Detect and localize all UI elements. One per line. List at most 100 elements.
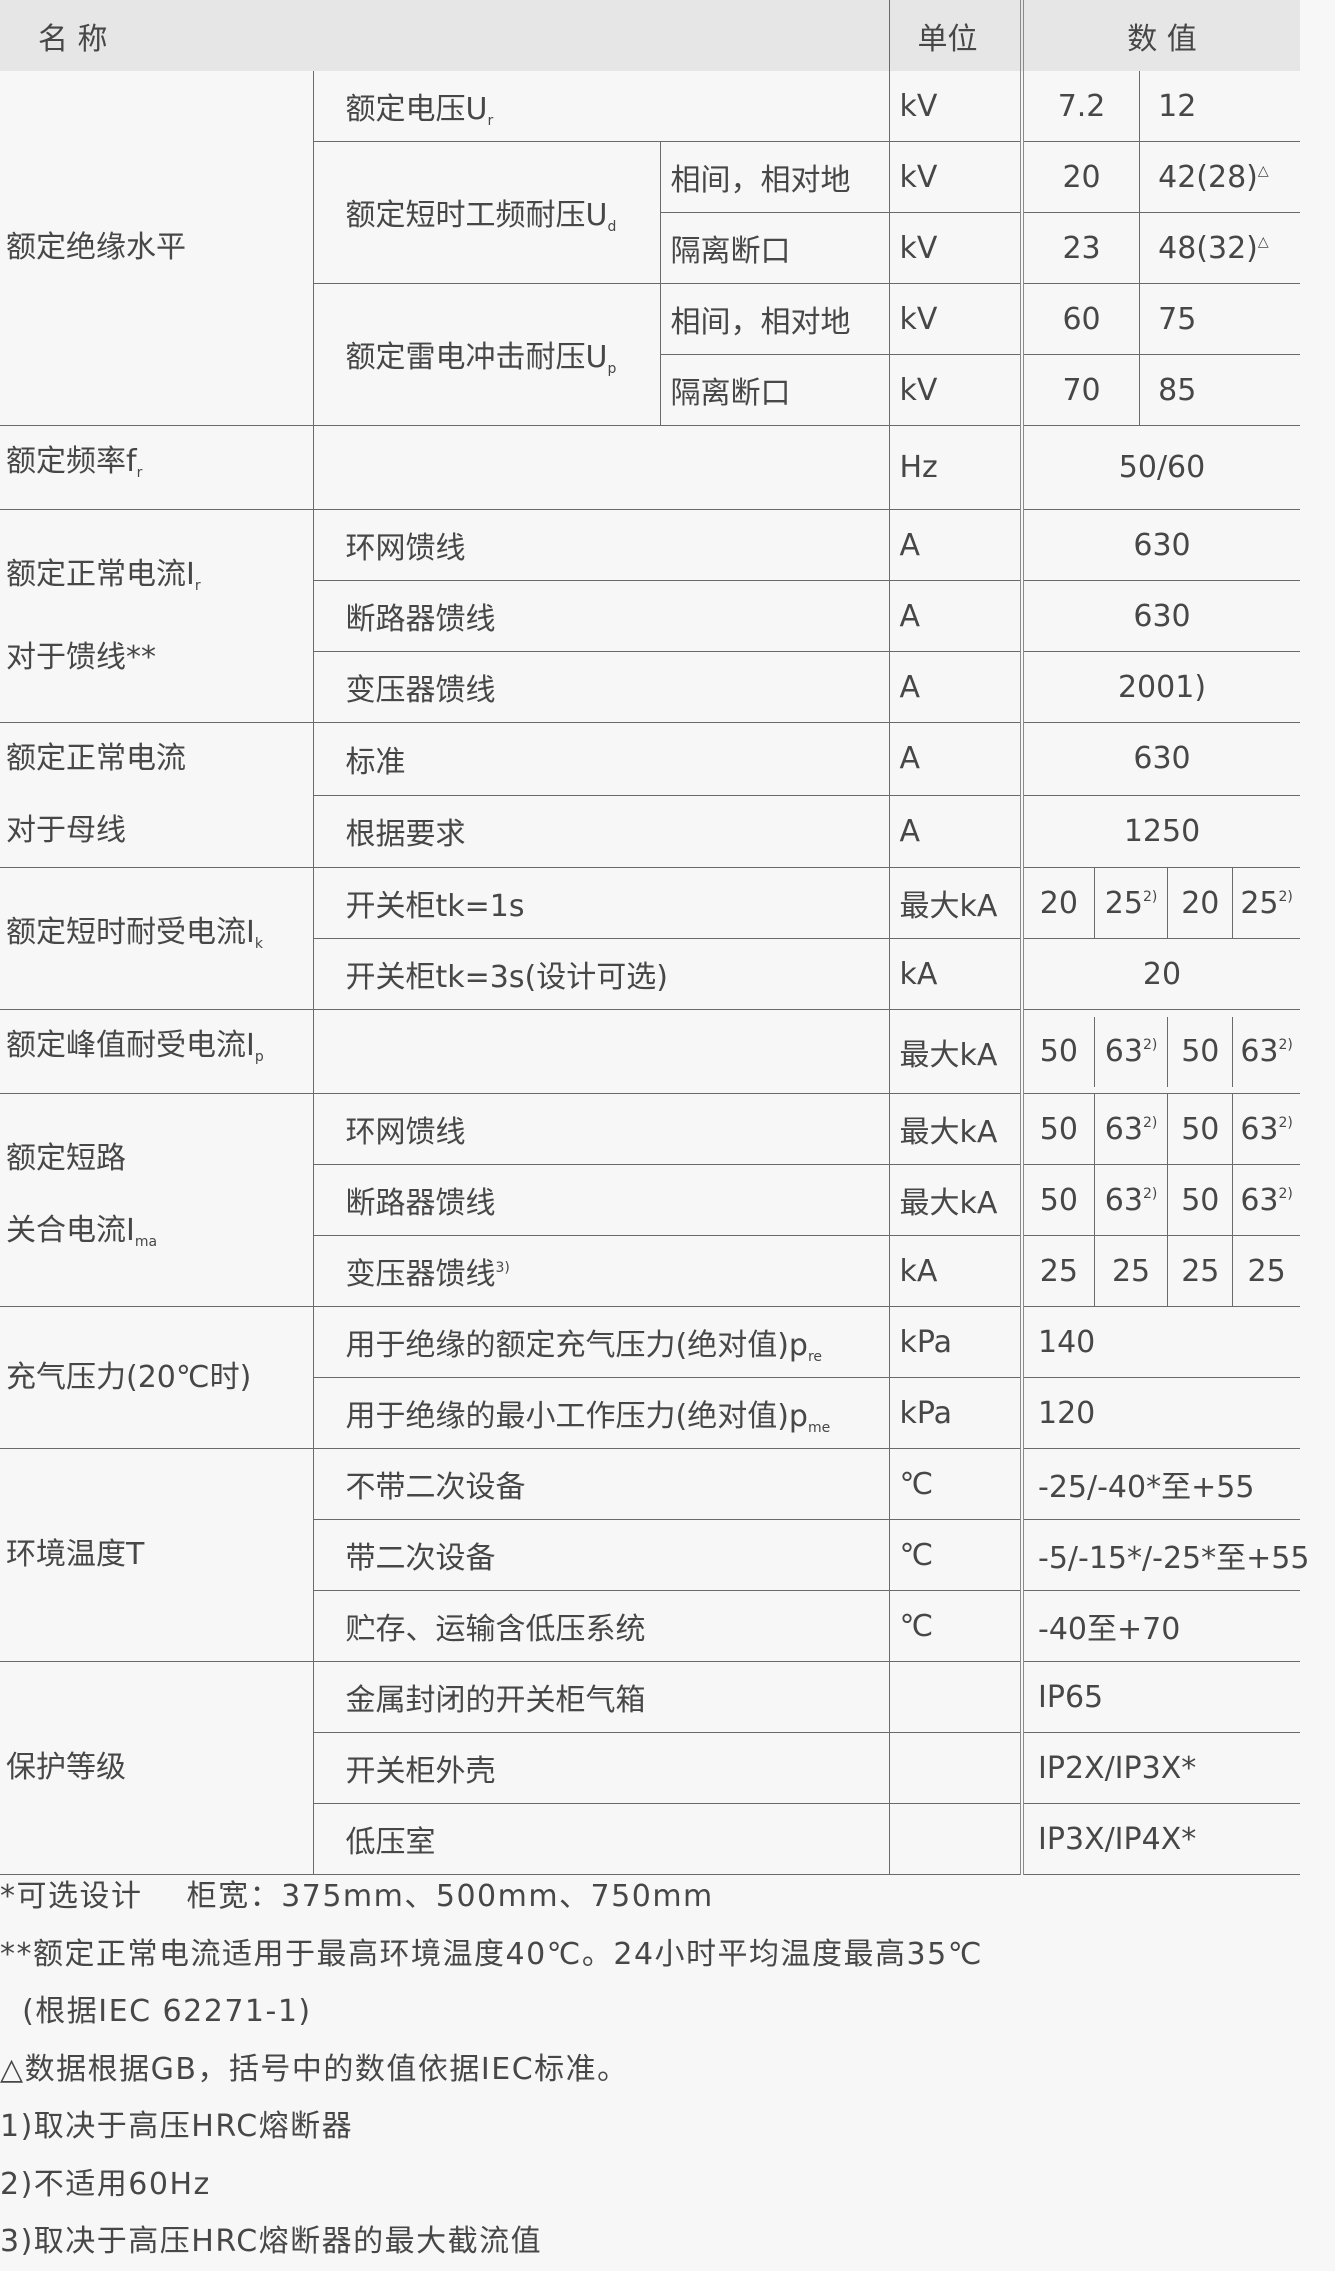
value-text: 25	[1104, 885, 1143, 921]
item-text: 金属封闭的开关柜气箱	[345, 1683, 646, 1718]
value-cell: IP65	[1024, 1662, 1300, 1732]
value-cell: 632)	[1232, 1016, 1300, 1087]
table-row: 断路器馈线 最大kA 50 632) 50 632)	[0, 1164, 1300, 1236]
group-line: 额定短时耐受电流Ik	[6, 897, 313, 980]
row-item: 低压室	[312, 1803, 889, 1875]
value-text: 60	[1062, 301, 1101, 337]
row-item: 开关柜外壳	[312, 1732, 889, 1804]
item-superscript: 3)	[495, 1260, 510, 1276]
row-unit: kV	[888, 283, 1022, 355]
row-group-label: 保护等级	[0, 1661, 313, 1875]
row-values: IP2X/IP3X*	[1020, 1732, 1300, 1804]
row-subitem: 相间，相对地	[659, 283, 889, 355]
row-unit: kPa	[888, 1377, 1022, 1449]
unit-text: kV	[899, 88, 938, 124]
value-superscript: 2)	[1278, 888, 1293, 905]
values-container: 50/60	[1024, 433, 1300, 503]
value-superscript: 2)	[1142, 888, 1158, 905]
row-values: 50/60	[1020, 425, 1300, 510]
value: 20	[1040, 886, 1078, 921]
unit-text: A	[899, 527, 921, 563]
row-unit: kV	[888, 212, 1022, 284]
value-text: 63	[1240, 1034, 1279, 1069]
value-cell: 42(28)△	[1139, 142, 1300, 212]
value-cell: 50	[1024, 1165, 1094, 1235]
group-line: 关合电流Ima	[6, 1195, 313, 1278]
row-values: -25/-40*至+55	[1020, 1448, 1300, 1520]
values-container: 2001)	[1024, 652, 1300, 722]
item-text: 开关柜外壳	[345, 1754, 496, 1789]
group-line: 对于馈线**	[6, 622, 313, 694]
table-row: 开关柜外壳 IP2X/IP3X*	[0, 1732, 1300, 1804]
value-text: 7.2	[1057, 88, 1106, 124]
value: 75	[1158, 302, 1196, 337]
value: 20	[1181, 886, 1219, 921]
value-text: 50	[1039, 1182, 1078, 1218]
row-group-label: 额定频率fr	[0, 425, 313, 510]
values-container: 630	[1024, 724, 1300, 794]
item-subscript: p	[607, 361, 617, 377]
value-cell: IP2X/IP3X*	[1024, 1733, 1300, 1803]
row-values: 140	[1020, 1306, 1300, 1378]
item-text: 用于绝缘的额定充气压力(绝对值)p	[345, 1327, 808, 1363]
table-row: 隔离断口 kV 23 48(32)△	[0, 212, 1300, 284]
value-cell: 50	[1024, 1017, 1094, 1087]
group-text-line2: 对于馈线**	[6, 639, 156, 675]
value: 50/60	[1119, 450, 1205, 485]
row-values: 60 75	[1020, 283, 1300, 355]
item-text: 断路器馈线	[345, 602, 496, 637]
value-cell: 70	[1024, 355, 1139, 425]
unit-text: ℃	[899, 1466, 934, 1502]
values-container: 20 42(28)△	[1024, 142, 1300, 212]
values-container: 140	[1024, 1307, 1300, 1377]
table-row: 额定频率fr Hz 50/60	[0, 425, 1300, 510]
group-subscript: ma	[134, 1233, 158, 1250]
group-text-line2: 对于母线	[6, 813, 126, 848]
value-cell: -40至+70	[1024, 1591, 1300, 1661]
value: 120	[1038, 1396, 1095, 1431]
row-group-label: 额定正常电流 对于母线	[0, 722, 313, 868]
values-container: IP65	[1024, 1662, 1300, 1732]
value-cell: 632)	[1232, 1165, 1300, 1235]
values-container: 1250	[1024, 796, 1300, 866]
value-cell: 75	[1139, 284, 1300, 354]
value-cell: -5/-15*/-25*至+55	[1024, 1520, 1309, 1590]
group-line: 充气压力(20℃时)	[6, 1342, 313, 1414]
value-cell: 25	[1024, 1236, 1094, 1306]
value-text: IP2X/IP3X*	[1038, 1750, 1197, 1786]
value-text: 63	[1240, 1111, 1279, 1147]
group-subscript: k	[254, 936, 263, 952]
table-row: 断路器馈线 A 630	[0, 580, 1300, 652]
row-values: 630	[1020, 509, 1300, 581]
value: 632)	[1240, 1183, 1293, 1218]
value: 632)	[1240, 1112, 1293, 1147]
value: 12	[1158, 89, 1196, 124]
item-text: 断路器馈线	[345, 1186, 496, 1221]
group-text: 额定短时耐受电流I	[6, 915, 255, 950]
row-values: IP65	[1020, 1661, 1300, 1733]
item-text: 开关柜tk=1s	[345, 889, 525, 924]
value-text: 20	[1039, 885, 1078, 921]
values-container: 50 632) 50 632)	[1024, 1165, 1300, 1235]
unit-text: Hz	[899, 450, 938, 485]
item-text: 环网馈线	[345, 531, 466, 566]
group-text: 保护等级	[6, 1750, 126, 1785]
value-cell: 85	[1139, 355, 1300, 425]
row-item: 贮存、运输含低压系统	[312, 1590, 889, 1662]
row-unit: kV	[888, 354, 1022, 426]
value: -40至+70	[1038, 1604, 1180, 1648]
row-item: 额定雷电冲击耐压Up	[312, 283, 660, 426]
item-text: 用于绝缘的最小工作压力(绝对值)p	[345, 1398, 808, 1434]
values-container: 25 25 25 25	[1024, 1236, 1300, 1306]
value: 20	[1062, 160, 1100, 195]
value-text: IP3X/IP4X*	[1038, 1821, 1197, 1857]
table-row: 变压器馈线 A 2001)	[0, 651, 1300, 723]
value: 252)	[1105, 886, 1158, 921]
unit-text: kPa	[899, 1395, 953, 1431]
value-text: 63	[1104, 1034, 1143, 1069]
value-text: 75	[1158, 301, 1197, 337]
value-text: 70	[1062, 372, 1101, 408]
values-container: 50 632) 50 632)	[1024, 1016, 1300, 1087]
item-text: 额定电压U	[345, 91, 488, 127]
row-item: 金属封闭的开关柜气箱	[312, 1661, 889, 1733]
